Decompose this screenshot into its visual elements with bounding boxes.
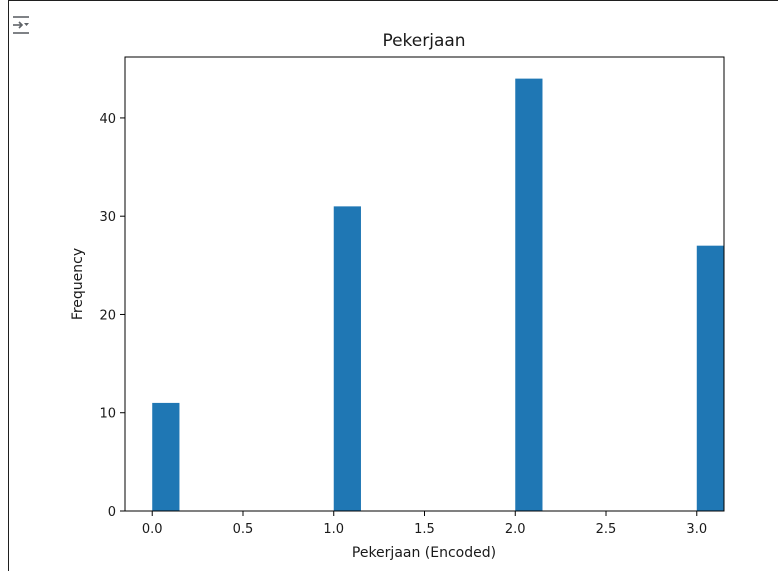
output-toggle-button[interactable] [11, 14, 31, 36]
chart-title: Pekerjaan [382, 31, 465, 51]
y-tick-label: 40 [99, 112, 116, 127]
histogram-bar [333, 206, 361, 511]
output-collapse-icon [13, 16, 29, 34]
plot-area-frame [124, 56, 725, 512]
bars-group [152, 78, 724, 511]
x-tick-label: 0.5 [233, 522, 254, 537]
x-axis-ticks: 0.0 0.5 1.0 1.5 2.0 2.5 3.0 [142, 511, 707, 537]
y-tick-label: 20 [99, 308, 116, 323]
y-axis-ticks: 0 10 20 30 40 [99, 112, 125, 520]
x-tick-label: 0.0 [142, 522, 163, 537]
histogram-bar [515, 78, 543, 511]
y-tick-label: 10 [99, 407, 116, 422]
x-tick-label: 2.5 [596, 522, 617, 537]
x-axis-label: Pekerjaan (Encoded) [352, 545, 496, 561]
x-tick-label: 1.0 [323, 522, 344, 537]
y-tick-label: 30 [99, 210, 116, 225]
y-tick-label: 0 [108, 505, 116, 520]
x-tick-label: 3.0 [686, 522, 707, 537]
x-tick-label: 2.0 [505, 522, 526, 537]
output-cell-frame [8, 0, 778, 571]
y-axis-label: Frequency [70, 248, 86, 320]
x-tick-label: 1.5 [414, 522, 435, 537]
histogram-bar [696, 245, 724, 511]
histogram-bar [152, 402, 180, 511]
